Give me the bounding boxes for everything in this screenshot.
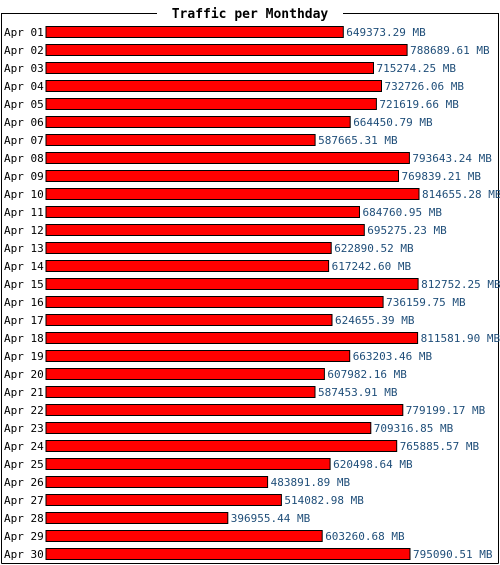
category-label: Apr 28 <box>4 512 44 525</box>
bar <box>45 188 420 200</box>
value-label: 811581.90 MB <box>421 332 500 345</box>
bar <box>45 242 332 254</box>
bar <box>45 134 316 146</box>
category-label: Apr 17 <box>4 314 44 327</box>
bar <box>45 278 419 290</box>
value-label: 622890.52 MB <box>334 242 414 255</box>
value-label: 709316.85 MB <box>374 422 454 435</box>
bar <box>45 44 408 56</box>
value-label: 587453.91 MB <box>318 386 398 399</box>
value-label: 620498.64 MB <box>333 458 413 471</box>
bar <box>45 422 372 434</box>
category-label: Apr 29 <box>4 530 44 543</box>
category-label: Apr 07 <box>4 134 44 147</box>
bar <box>45 512 229 524</box>
bar <box>45 62 374 74</box>
category-label: Apr 24 <box>4 440 44 453</box>
value-label: 812752.25 MB <box>421 278 500 291</box>
bar <box>45 98 377 110</box>
value-label: 779199.17 MB <box>406 404 486 417</box>
value-label: 765885.57 MB <box>400 440 480 453</box>
bar <box>45 116 351 128</box>
value-label: 715274.25 MB <box>377 62 457 75</box>
category-label: Apr 08 <box>4 152 44 165</box>
category-label: Apr 13 <box>4 242 44 255</box>
value-label: 684760.95 MB <box>363 206 443 219</box>
bar <box>45 350 351 362</box>
category-label: Apr 26 <box>4 476 44 489</box>
value-label: 793643.24 MB <box>412 152 492 165</box>
bar <box>45 386 316 398</box>
category-label: Apr 30 <box>4 548 44 561</box>
category-label: Apr 01 <box>4 26 44 39</box>
category-label: Apr 09 <box>4 170 44 183</box>
category-label: Apr 06 <box>4 116 44 129</box>
category-label: Apr 04 <box>4 80 44 93</box>
value-label: 483891.89 MB <box>271 476 351 489</box>
category-label: Apr 03 <box>4 62 44 75</box>
value-label: 607982.16 MB <box>327 368 407 381</box>
value-label: 396955.44 MB <box>231 512 311 525</box>
bar <box>45 548 411 560</box>
bar <box>45 494 282 506</box>
value-label: 587665.31 MB <box>318 134 398 147</box>
category-label: Apr 21 <box>4 386 44 399</box>
category-label: Apr 12 <box>4 224 44 237</box>
bar <box>45 332 419 344</box>
value-label: 788689.61 MB <box>410 44 490 57</box>
bar <box>45 476 269 488</box>
value-label: 649373.29 MB <box>346 26 426 39</box>
value-label: 814655.28 MB <box>422 188 500 201</box>
chart-title: Traffic per Monthday <box>172 7 329 22</box>
category-label: Apr 18 <box>4 332 44 345</box>
category-label: Apr 27 <box>4 494 44 507</box>
bar <box>45 440 398 452</box>
category-label: Apr 05 <box>4 98 44 111</box>
bar <box>45 152 410 164</box>
value-label: 664450.79 MB <box>353 116 433 129</box>
category-label: Apr 14 <box>4 260 44 273</box>
value-label: 736159.75 MB <box>386 296 466 309</box>
bar <box>45 80 382 92</box>
category-label: Apr 22 <box>4 404 44 417</box>
bar <box>45 314 333 326</box>
value-label: 514082.98 MB <box>284 494 364 507</box>
category-label: Apr 23 <box>4 422 44 435</box>
category-label: Apr 15 <box>4 278 44 291</box>
value-label: 769839.21 MB <box>402 170 482 183</box>
value-label: 617242.60 MB <box>332 260 412 273</box>
bar <box>45 368 325 380</box>
value-label: 624655.39 MB <box>335 314 415 327</box>
bar <box>45 296 384 308</box>
bar <box>45 170 399 182</box>
value-label: 721619.66 MB <box>379 98 459 111</box>
bar <box>45 224 365 236</box>
value-label: 732726.06 MB <box>385 80 465 93</box>
category-label: Apr 19 <box>4 350 44 363</box>
category-label: Apr 10 <box>4 188 44 201</box>
category-label: Apr 25 <box>4 458 44 471</box>
value-label: 663203.46 MB <box>353 350 433 363</box>
bar <box>45 530 323 542</box>
bar <box>45 26 344 38</box>
bar <box>45 404 404 416</box>
value-label: 695275.23 MB <box>367 224 447 237</box>
value-label: 795090.51 MB <box>413 548 493 561</box>
value-label: 603260.68 MB <box>325 530 405 543</box>
category-label: Apr 11 <box>4 206 44 219</box>
category-label: Apr 20 <box>4 368 44 381</box>
bars-layer: Apr 01 649373.29 MB Apr 02 788689.61 MB Apr … <box>4 26 500 561</box>
bar <box>45 206 360 218</box>
category-label: Apr 02 <box>4 44 44 57</box>
bar <box>45 458 331 470</box>
bar <box>45 260 330 272</box>
category-label: Apr 16 <box>4 296 44 309</box>
